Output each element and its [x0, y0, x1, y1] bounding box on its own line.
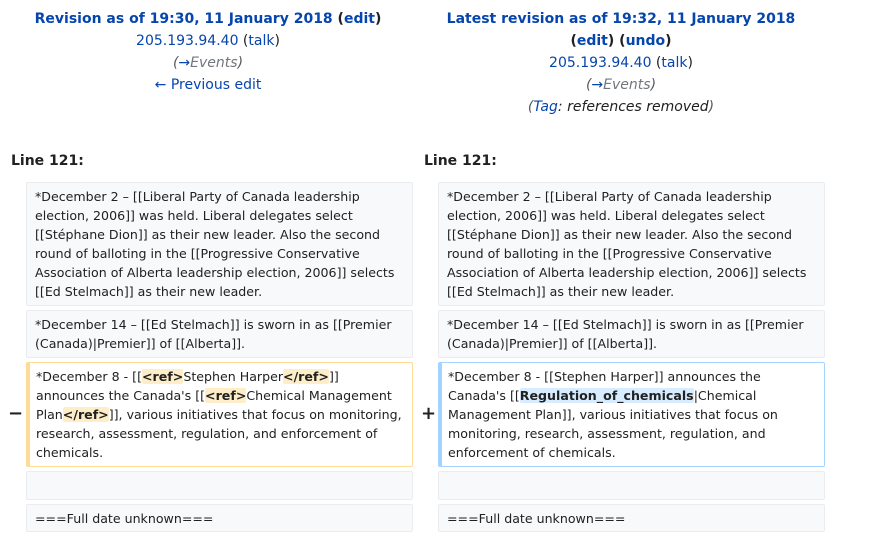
left-line-number: Line 121:: [11, 153, 84, 169]
removed-ref-open-2: <ref>: [205, 388, 247, 403]
left-revision-header: Revision as of 19:30, 11 January 2018 (e…: [0, 8, 416, 96]
right-summary-arrow-link[interactable]: →: [591, 77, 604, 93]
right-talk-link[interactable]: talk: [661, 55, 688, 71]
right-edit-link[interactable]: edit: [576, 33, 608, 49]
left-talk-link[interactable]: talk: [248, 33, 275, 49]
left-empty-line: [26, 471, 413, 500]
left-summary-arrow-link[interactable]: →: [178, 55, 191, 71]
removed-ref-close-2: </ref>: [62, 407, 109, 422]
added-line: *December 8 - [[Stephen Harper]] announc…: [438, 362, 825, 467]
tag-line: (Tag: references removed): [527, 99, 715, 115]
right-revision-title: Latest revision as of 19:32, 11 January …: [412, 8, 830, 30]
right-summary-text: Events: [603, 77, 651, 93]
left-edit-summary: (→Events): [172, 55, 244, 71]
right-line-number: Line 121:: [424, 153, 497, 169]
removed-ref-open-1: <ref>: [142, 369, 184, 384]
left-ip-link[interactable]: 205.193.94.40: [136, 33, 239, 49]
left-user-line: 205.193.94.40 (talk): [136, 33, 280, 49]
left-context-line-1: *December 2 – [[Liberal Party of Canada …: [26, 182, 413, 306]
right-revision-header: Latest revision as of 19:32, 11 January …: [412, 8, 830, 118]
tag-value: : references removed: [557, 99, 709, 115]
right-action-links: (edit) (undo): [570, 33, 672, 49]
removed-line-marker: −: [8, 403, 24, 424]
undo-link[interactable]: undo: [625, 33, 666, 49]
previous-edit-link[interactable]: ← Previous edit: [154, 77, 262, 93]
right-edit-summary: (→Events): [585, 77, 657, 93]
left-summary-text: Events: [190, 55, 238, 71]
added-highlight: Regulation_of_chemicals: [519, 388, 694, 403]
removed-line: *December 8 - [[<ref>Stephen Harper</ref…: [26, 362, 413, 467]
removed-ref-close-1: </ref>: [283, 369, 329, 384]
left-revision-title: Revision as of 19:30, 11 January 2018 (e…: [34, 11, 382, 27]
right-context-line-2: *December 14 – [[Ed Stelmach]] is sworn …: [438, 310, 825, 358]
right-context-line-4: ===Full date unknown===: [438, 504, 825, 532]
added-line-marker: +: [421, 403, 437, 424]
left-context-line-2: *December 14 – [[Ed Stelmach]] is sworn …: [26, 310, 413, 358]
right-revision-link[interactable]: Latest revision as of 19:32, 11 January …: [446, 11, 796, 27]
left-revision-link[interactable]: Revision as of 19:30, 11 January 2018: [34, 11, 333, 27]
left-context-line-4: ===Full date unknown===: [26, 504, 413, 532]
left-edit-link[interactable]: edit: [343, 11, 375, 27]
right-user-line: 205.193.94.40 (talk): [549, 55, 693, 71]
tag-link[interactable]: Tag: [533, 99, 558, 115]
right-ip-link[interactable]: 205.193.94.40: [549, 55, 652, 71]
right-empty-line: [438, 471, 825, 500]
right-context-line-1: *December 2 – [[Liberal Party of Canada …: [438, 182, 825, 306]
